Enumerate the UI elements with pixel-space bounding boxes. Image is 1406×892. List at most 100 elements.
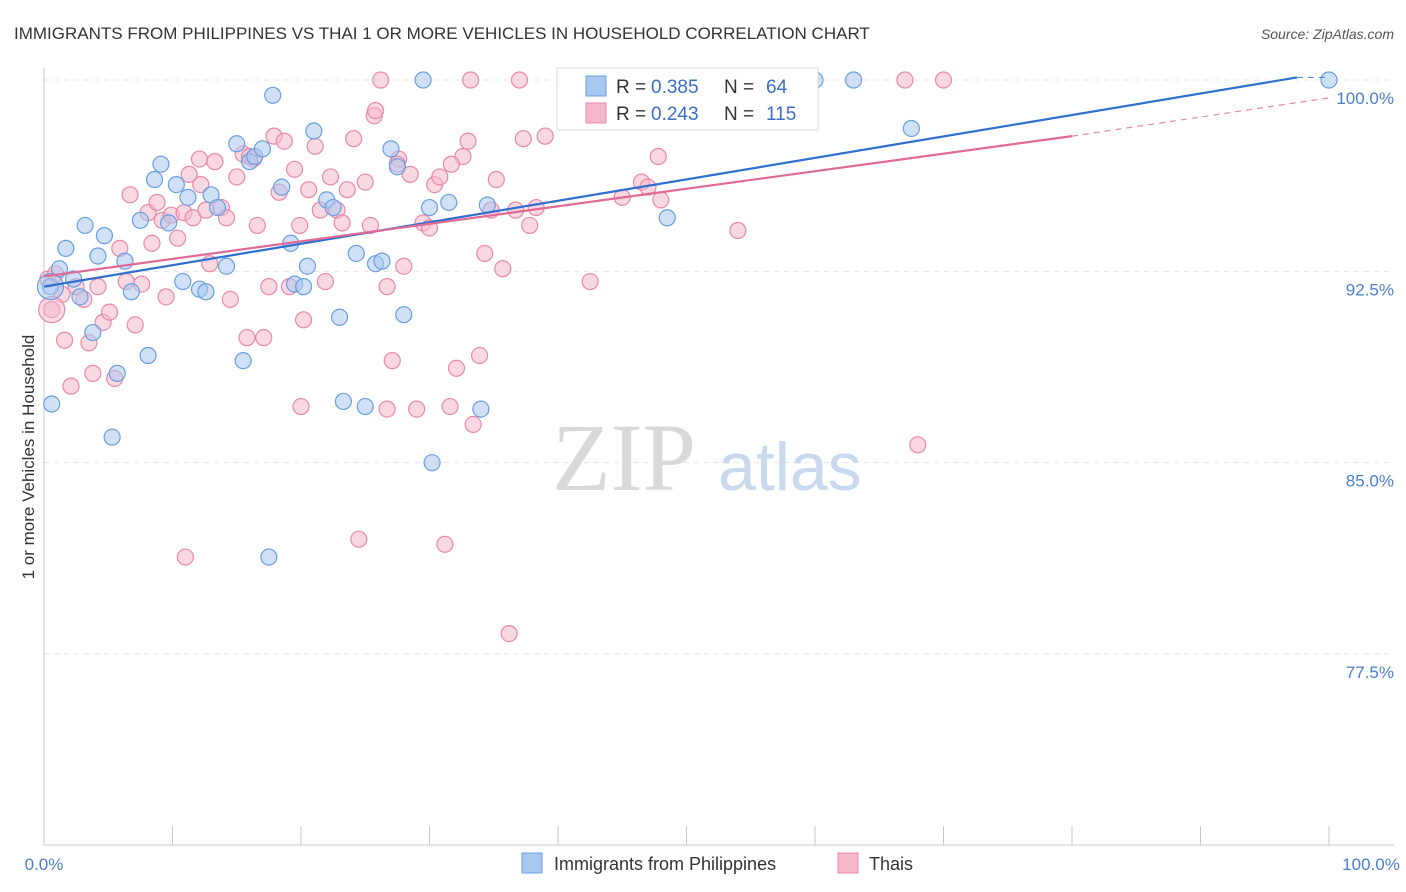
y-axis-label: 1 or more Vehicles in Household	[19, 335, 38, 580]
point-philippines-38	[298, 257, 317, 275]
point-thais-83	[487, 170, 505, 189]
point-philippines-61	[844, 71, 863, 89]
legend-n-value-2: 115	[766, 104, 796, 125]
bottom-legend-swatch-philippines	[521, 852, 543, 874]
point-philippines-31	[253, 140, 272, 158]
point-philippines-15	[139, 346, 157, 365]
point-thais-53	[316, 272, 335, 291]
point-thais-41	[255, 329, 273, 347]
legend-r-value-1: 0.385	[651, 77, 699, 98]
point-philippines-34	[273, 178, 291, 196]
point-thais-88	[521, 216, 539, 235]
point-thais-25	[169, 229, 187, 247]
point-thais-56	[333, 214, 351, 232]
point-thais-99	[729, 221, 747, 240]
point-thais-10	[89, 278, 107, 296]
watermark-zip: ZIP	[552, 404, 696, 511]
point-thais-27	[180, 165, 198, 183]
point-philippines-21	[179, 188, 197, 206]
point-thais-63	[372, 71, 390, 89]
point-philippines-3	[57, 239, 75, 257]
point-philippines-47	[373, 252, 391, 270]
point-philippines-17	[152, 155, 170, 173]
point-thais-87	[514, 130, 532, 148]
trend-line-extension-thais	[1071, 97, 1330, 137]
point-thais-21	[148, 193, 166, 212]
point-philippines-33	[264, 86, 282, 104]
stats-legend: R = 0.385 N = 64 R = 0.243 N = 115	[556, 67, 819, 131]
point-philippines-49	[388, 158, 406, 176]
point-thais-51	[306, 137, 324, 155]
point-thais-35	[221, 290, 239, 308]
point-philippines-62	[902, 119, 920, 138]
point-thais-100	[176, 548, 194, 566]
point-philippines-9	[95, 227, 113, 245]
point-philippines-54	[440, 193, 458, 212]
bottom-legend-label-philippines: Immigrants from Philippines	[554, 854, 776, 874]
point-thais-58	[345, 130, 363, 148]
point-thais-93	[536, 127, 554, 145]
point-thais-101	[292, 397, 310, 416]
point-thais-78	[459, 132, 477, 150]
point-philippines-59	[658, 209, 676, 227]
point-thais-36	[228, 168, 246, 186]
point-thais-107	[896, 71, 914, 89]
point-thais-20	[143, 234, 161, 252]
point-thais-4	[55, 331, 74, 349]
point-thais-47	[285, 160, 304, 178]
point-philippines-63	[1320, 71, 1338, 89]
point-thais-40	[248, 216, 266, 235]
point-thais-60	[356, 173, 374, 191]
point-philippines-27	[228, 135, 246, 153]
series-legend: Immigrants from Philippines Thais	[521, 852, 913, 874]
point-thais-67	[395, 257, 413, 275]
legend-r-label-2: R =	[616, 104, 646, 125]
point-thais-29	[190, 150, 209, 168]
legend-r-label-1: R =	[616, 77, 646, 98]
bottom-legend-label-thais: Thais	[869, 854, 913, 874]
point-philippines-28	[234, 352, 252, 370]
bottom-legend-swatch-thais	[837, 852, 859, 874]
point-thais-114	[366, 102, 385, 120]
point-philippines-48	[382, 140, 400, 158]
point-thais-75	[441, 397, 459, 416]
point-thais-17	[126, 316, 144, 334]
trend-lines	[43, 76, 1330, 288]
y-tick-label-1: 92.5%	[1346, 280, 1394, 299]
point-philippines-10	[103, 428, 121, 446]
point-thais-69	[408, 400, 426, 418]
point-philippines-51	[414, 71, 432, 89]
point-thais-38	[238, 329, 256, 347]
point-thais-50	[300, 181, 318, 199]
point-thais-84	[494, 260, 512, 278]
point-philippines-37	[294, 278, 313, 296]
point-thais-102	[378, 400, 396, 418]
point-thais-48	[291, 216, 309, 235]
point-thais-79	[464, 415, 482, 433]
point-thais-109	[934, 71, 953, 89]
point-philippines-50	[395, 306, 413, 324]
chart-title: IMMIGRANTS FROM PHILIPPINES VS THAI 1 OR…	[14, 24, 870, 43]
point-thais-105	[649, 147, 667, 166]
point-thais-81	[476, 244, 494, 263]
point-thais-94	[581, 272, 599, 291]
point-thais-12	[100, 303, 119, 321]
y-tick-label-3: 77.5%	[1346, 663, 1394, 682]
point-thais-23	[157, 288, 175, 306]
chart-source: Source: ZipAtlas.com	[1261, 26, 1394, 42]
point-thais-45	[275, 132, 293, 150]
point-thais-54	[321, 168, 340, 186]
point-thais-64	[378, 278, 396, 296]
legend-r-value-2: 0.243	[651, 104, 699, 125]
point-thais-65	[383, 352, 401, 370]
point-philippines-19	[167, 175, 185, 194]
point-philippines-39	[305, 122, 323, 140]
point-thais-68	[401, 165, 419, 183]
point-thais-9	[84, 364, 102, 382]
point-philippines-16	[145, 170, 164, 189]
point-philippines-5	[71, 288, 89, 306]
point-thais-16	[121, 186, 139, 204]
point-philippines-6	[76, 216, 94, 235]
point-thais-85	[500, 624, 518, 643]
